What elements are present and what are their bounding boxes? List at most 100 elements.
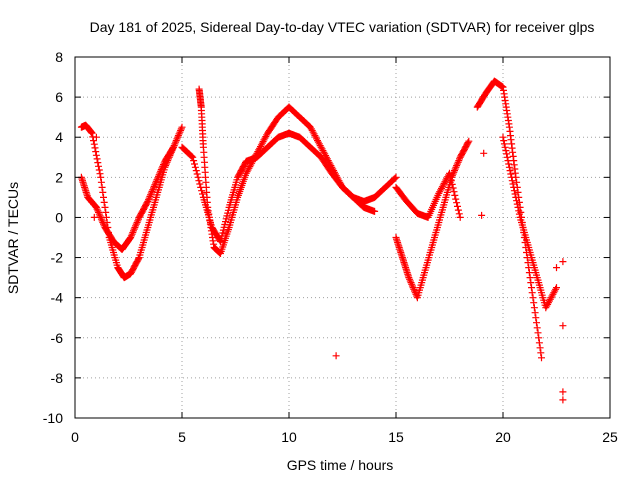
data-point — [535, 334, 543, 342]
x-tick-label: 15 — [388, 429, 404, 445]
x-axis-label: GPS time / hours — [287, 457, 394, 473]
data-point — [510, 183, 518, 191]
data-point — [128, 230, 136, 238]
data-point — [150, 184, 157, 192]
data-point — [146, 192, 154, 200]
data-point — [406, 275, 414, 283]
data-point — [529, 294, 537, 302]
data-point — [527, 279, 535, 287]
data-point — [149, 186, 157, 194]
data-point — [258, 139, 266, 147]
data-point — [147, 191, 155, 199]
data-point — [559, 388, 567, 396]
data-point — [500, 140, 508, 148]
axis-ticks — [74, 56, 611, 419]
data-point — [508, 173, 516, 181]
data-point — [510, 187, 518, 195]
data-point — [509, 180, 517, 188]
data-point — [90, 213, 98, 221]
data-point — [147, 189, 155, 197]
y-tick-label: 4 — [55, 129, 63, 145]
data-point — [159, 162, 167, 170]
data-point — [173, 135, 181, 143]
data-point — [525, 269, 533, 277]
data-point — [456, 213, 464, 221]
data-point — [452, 195, 460, 203]
data-point — [513, 200, 521, 208]
data-point — [532, 314, 540, 322]
data-point — [95, 166, 103, 174]
data-point — [192, 167, 200, 175]
series-arc-F — [285, 129, 379, 215]
data-point — [131, 224, 139, 231]
data-point — [311, 132, 319, 140]
data-point — [480, 149, 488, 157]
y-axis-label: SDTVAR / TECUs — [5, 182, 21, 294]
data-point — [507, 170, 515, 178]
data-point — [100, 193, 107, 201]
y-tick-label: -2 — [51, 250, 64, 266]
data-point — [528, 284, 535, 292]
data-point — [145, 196, 152, 204]
data-point — [411, 287, 418, 295]
data-point — [191, 163, 199, 171]
data-point — [405, 274, 413, 282]
data-point — [536, 344, 544, 352]
data-point — [322, 152, 330, 160]
data-point — [454, 202, 461, 210]
data-point — [530, 304, 538, 312]
x-tick-label: 0 — [71, 429, 79, 445]
data-point — [174, 133, 182, 141]
data-point — [82, 188, 90, 196]
data-point — [135, 255, 142, 263]
data-point — [478, 211, 486, 219]
data-point — [447, 177, 455, 185]
data-point — [505, 160, 513, 168]
data-point — [88, 129, 96, 137]
data-point — [188, 152, 196, 160]
data-point — [438, 183, 446, 191]
data-point — [155, 172, 162, 180]
data-point — [99, 219, 107, 226]
data-point — [175, 130, 183, 138]
data-point — [102, 208, 110, 216]
data-point — [174, 132, 182, 140]
data-point — [92, 203, 100, 211]
data-point — [132, 222, 140, 230]
data-point — [172, 138, 180, 146]
data-point — [512, 193, 520, 201]
data-point — [90, 140, 98, 148]
data-point — [169, 144, 177, 152]
data-point — [191, 160, 198, 168]
data-point — [452, 163, 460, 171]
data-point — [451, 191, 459, 199]
data-point — [504, 157, 512, 165]
data-point — [451, 165, 459, 173]
data-point — [143, 199, 151, 207]
data-point — [513, 178, 521, 186]
data-point — [449, 184, 457, 192]
data-point — [157, 166, 165, 174]
data-point — [499, 133, 507, 141]
data-point — [95, 210, 103, 218]
data-point — [503, 150, 511, 158]
data-point — [511, 190, 519, 198]
data-point — [455, 210, 463, 218]
data-point — [97, 173, 105, 181]
data-point — [505, 163, 513, 171]
data-point — [93, 155, 101, 163]
data-point — [178, 123, 186, 131]
y-tick-labels: -10 -8 -6 -4 -2 0 2 4 6 8 — [43, 49, 63, 426]
series-arc-D — [178, 129, 293, 245]
y-tick-label: 6 — [55, 89, 63, 105]
data-point — [96, 212, 104, 220]
data-point — [553, 284, 560, 292]
data-point — [534, 329, 542, 337]
data-point — [190, 157, 198, 165]
data-point — [94, 207, 102, 215]
data-point — [531, 309, 539, 317]
data-point — [98, 217, 106, 225]
data-point — [94, 159, 102, 167]
data-point — [198, 187, 206, 195]
data-point — [130, 225, 138, 233]
